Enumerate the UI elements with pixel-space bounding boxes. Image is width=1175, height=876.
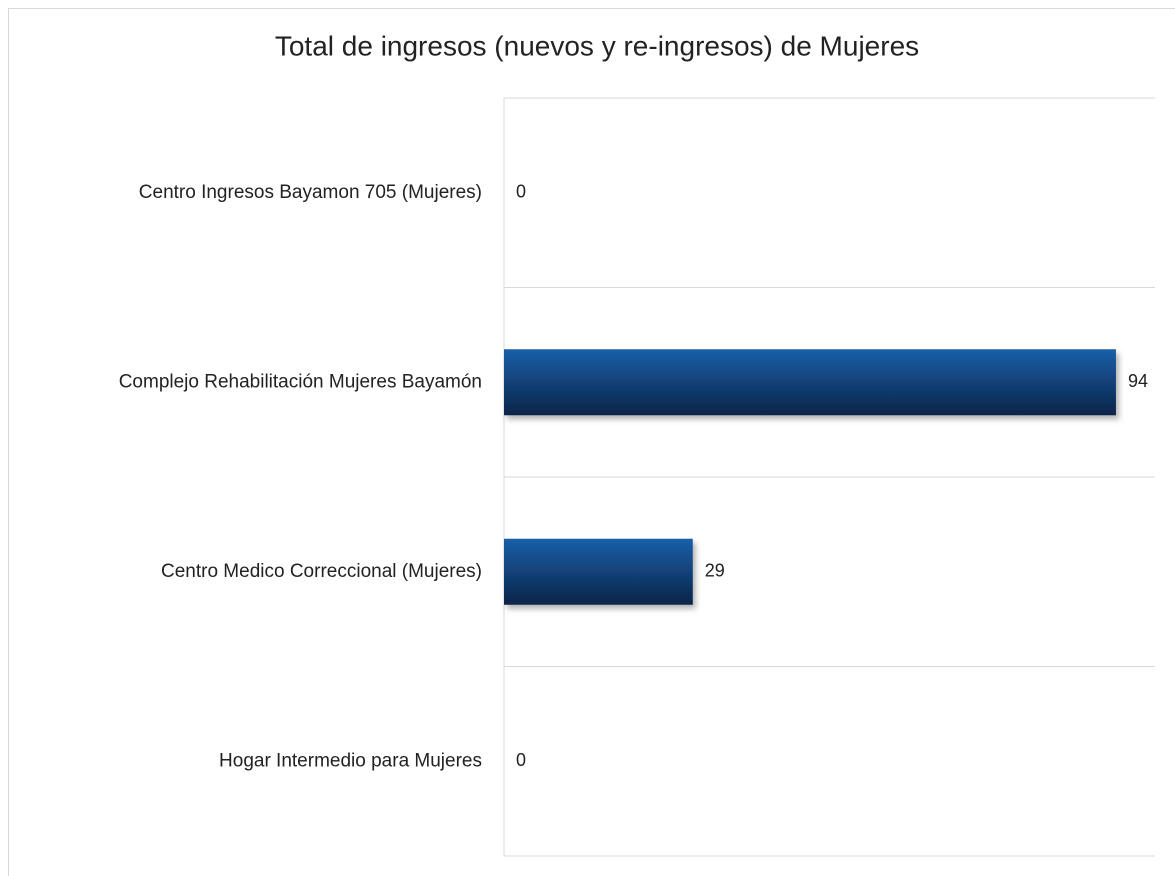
category-label: Complejo Rehabilitación Mujeres Bayamón [119, 371, 482, 392]
data-label: 94 [1128, 371, 1148, 391]
category-label: Centro Medico Correccional (Mujeres) [161, 561, 482, 582]
chart-frame [8, 8, 1175, 876]
category-label: Centro Ingresos Bayamon 705 (Mujeres) [139, 182, 482, 203]
data-label: 0 [516, 182, 526, 202]
bar [504, 538, 693, 605]
data-label: 29 [705, 561, 725, 581]
chart-title: Total de ingresos (nuevos y re-ingresos)… [275, 30, 919, 61]
data-label: 0 [516, 750, 526, 770]
category-label: Hogar Intermedio para Mujeres [219, 750, 482, 771]
bar [504, 349, 1116, 416]
